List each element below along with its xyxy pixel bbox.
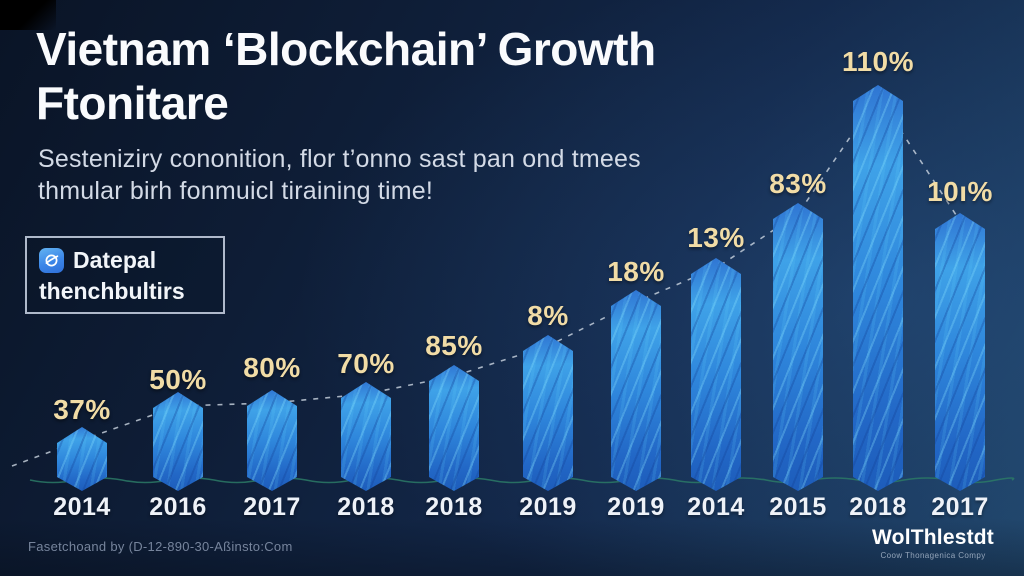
x-axis-label: 2018 (337, 493, 395, 521)
brand-logo: WolThlestdt Coow Thonagenica Compy (872, 526, 994, 561)
x-axis-label: 2018 (849, 493, 907, 521)
page-title: Vietnam ‘Blockchain’ Growth Ftonitare (36, 22, 816, 131)
bar-value-label: 80% (243, 352, 301, 383)
credit-text: Fasetchoand by (D-12-890-30-Aßinsto:Com (28, 539, 293, 554)
legend-box: Datepal thenchbultirs (25, 236, 225, 314)
subtitle-line-2: thmular birh fonmuicl tiraining time! (38, 177, 434, 205)
title-line-2: Ftonitare (36, 77, 229, 130)
x-axis-label: 2014 (687, 493, 745, 521)
bar-value-label: 18% (607, 256, 665, 287)
bar-value-label: 10ı% (927, 176, 993, 207)
bar-value-label: 110% (841, 46, 915, 77)
legend-row-1: Datepal (39, 246, 211, 275)
x-axis-label: 2018 (425, 493, 483, 521)
x-axis-label: 2019 (607, 493, 665, 521)
bar-7-2019 (611, 290, 661, 491)
bar-10-2018 (853, 85, 903, 491)
page-subtitle: Sesteniziry cononition, flor t’onno sast… (38, 143, 738, 207)
subtitle-line-1: Sesteniziry cononition, flor t’onno sast… (38, 145, 641, 173)
brand-logo-title: WolThlestdt (872, 526, 994, 549)
bar-value-label: 85% (425, 330, 483, 361)
bar-2-2016 (153, 392, 203, 491)
bar-1-2014 (57, 427, 107, 491)
bar-9-2015 (773, 203, 823, 491)
legend-label-1: Datepal (73, 247, 157, 273)
bar-value-label: 83% (769, 168, 827, 199)
bar-value-label: 50% (149, 364, 207, 395)
x-axis-label: 2019 (519, 493, 577, 521)
x-axis-label: 2016 (149, 493, 207, 521)
bar-value-label: 37% (53, 394, 111, 425)
bar-3-2017 (247, 390, 297, 491)
bar-11-2017 (935, 213, 985, 491)
corner-dark-patch (0, 0, 56, 30)
title-line-1: Vietnam ‘Blockchain’ Growth (36, 23, 656, 75)
bar-8-2014 (691, 258, 741, 491)
x-axis-label: 2017 (931, 493, 989, 521)
bar-value-label: 70% (337, 348, 395, 379)
x-axis-label: 2017 (243, 493, 301, 521)
bar-value-label: 8% (527, 300, 569, 331)
bar-5-2018 (429, 365, 479, 491)
x-axis-label: 2015 (769, 493, 827, 521)
swoosh-globe-icon (39, 247, 64, 273)
x-axis-label: 2014 (53, 493, 111, 521)
bar-6-2019 (523, 335, 573, 491)
brand-logo-subtitle: Coow Thonagenica Compy (880, 551, 986, 561)
bar-value-label: 13% (687, 222, 745, 253)
bar-4-2018 (341, 382, 391, 491)
legend-label-2: thenchbultirs (39, 277, 185, 304)
legend-row-2: thenchbultirs (39, 277, 211, 306)
